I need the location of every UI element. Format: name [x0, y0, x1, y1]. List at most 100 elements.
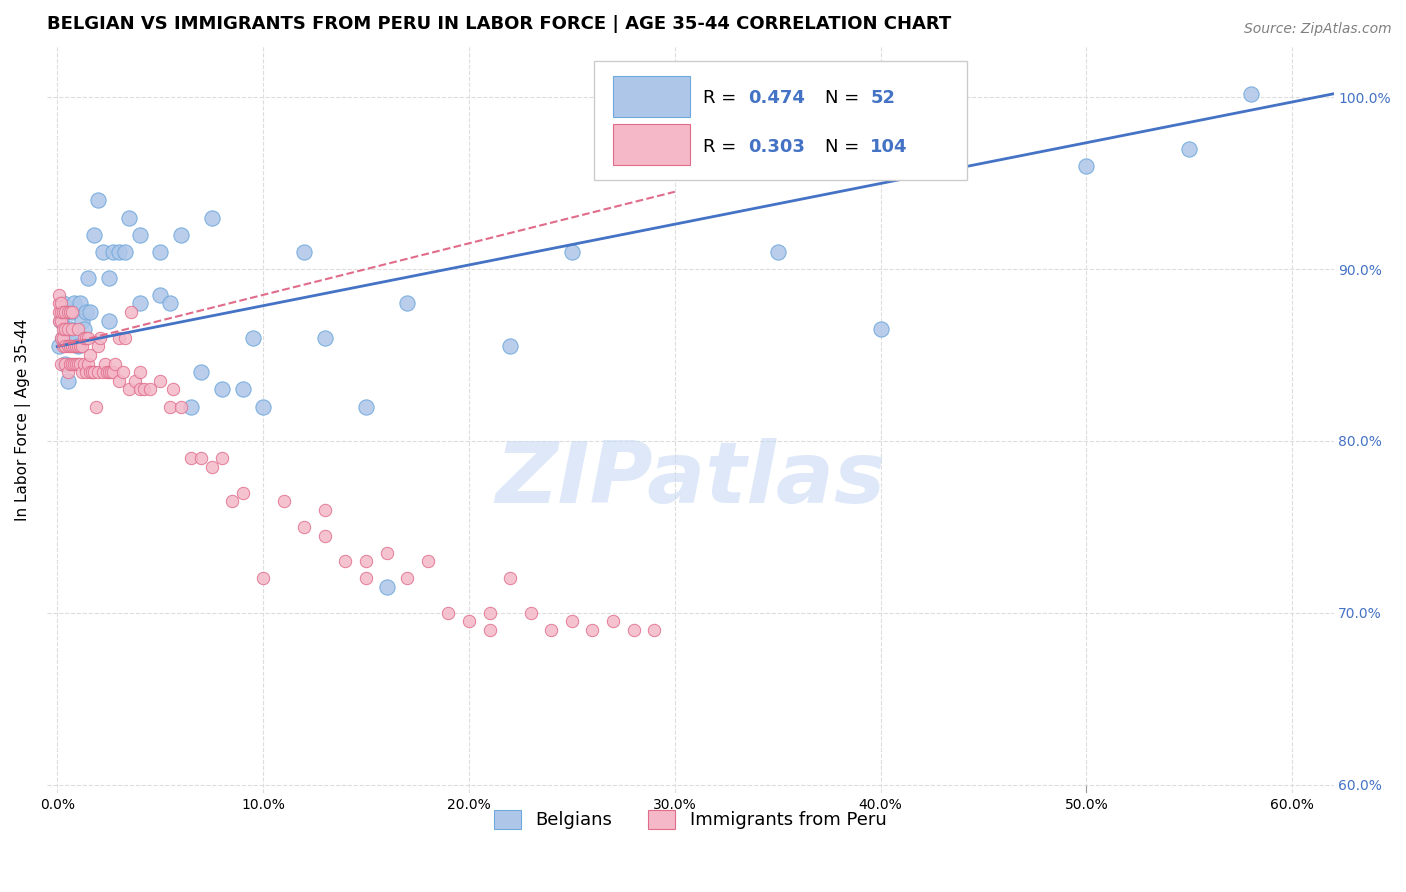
Point: [65, 331, 87, 345]
Point: [108, 374, 131, 388]
Point: [314, 331, 336, 345]
Point: [561, 615, 583, 629]
Point: [60, 339, 83, 353]
Point: [396, 572, 419, 586]
Point: [73, 331, 96, 345]
Point: [159, 296, 181, 310]
Point: [66, 357, 89, 371]
Point: [51, 314, 73, 328]
Point: [97, 270, 120, 285]
Point: [59, 357, 82, 371]
Point: [623, 623, 645, 637]
Point: [416, 554, 439, 568]
Point: [190, 451, 212, 466]
Point: [132, 383, 155, 397]
Point: [56, 365, 79, 379]
Point: [314, 528, 336, 542]
Point: [55, 357, 77, 371]
Point: [128, 365, 150, 379]
Point: [52, 339, 75, 353]
Point: [79, 305, 101, 319]
Point: [766, 244, 789, 259]
Point: [86, 400, 108, 414]
Point: [375, 546, 398, 560]
Point: [128, 296, 150, 310]
Point: [96, 365, 118, 379]
Point: [170, 400, 193, 414]
Point: [83, 365, 105, 379]
Point: [242, 331, 264, 345]
FancyBboxPatch shape: [613, 76, 690, 117]
Text: 52: 52: [870, 89, 896, 107]
Point: [59, 305, 82, 319]
Point: [55, 339, 77, 353]
Point: [162, 383, 184, 397]
Point: [118, 383, 141, 397]
Point: [149, 374, 172, 388]
Point: [120, 305, 142, 319]
Point: [51, 331, 73, 345]
Point: [62, 339, 84, 353]
Point: [73, 322, 96, 336]
Point: [51, 357, 73, 371]
Point: [231, 485, 253, 500]
Point: [55, 305, 77, 319]
Point: [87, 339, 110, 353]
Point: [77, 270, 100, 285]
Point: [69, 296, 91, 310]
Point: [375, 580, 398, 594]
Point: [458, 615, 481, 629]
FancyBboxPatch shape: [593, 61, 967, 180]
Point: [540, 623, 562, 637]
Point: [52, 331, 75, 345]
Point: [112, 365, 135, 379]
Point: [170, 227, 193, 242]
Point: [60, 322, 83, 336]
Point: [273, 494, 295, 508]
Point: [82, 365, 104, 379]
Point: [231, 383, 253, 397]
Point: [396, 296, 419, 310]
Text: R =: R =: [703, 89, 742, 107]
Point: [73, 357, 96, 371]
Text: 0.303: 0.303: [748, 137, 806, 155]
Point: [87, 365, 110, 379]
Point: [159, 400, 181, 414]
Point: [118, 211, 141, 225]
Point: [201, 211, 224, 225]
Point: [354, 572, 377, 586]
Point: [124, 374, 146, 388]
Point: [65, 339, 87, 353]
Text: ZIPatlas: ZIPatlas: [495, 438, 886, 521]
Point: [79, 348, 101, 362]
Point: [139, 383, 162, 397]
Point: [70, 365, 93, 379]
Point: [354, 554, 377, 568]
Point: [60, 305, 83, 319]
Point: [478, 623, 501, 637]
Point: [1240, 87, 1263, 101]
Point: [869, 322, 891, 336]
Point: [62, 357, 84, 371]
Point: [114, 244, 136, 259]
Text: Source: ZipAtlas.com: Source: ZipAtlas.com: [1244, 22, 1392, 37]
Point: [1076, 159, 1098, 173]
Point: [108, 244, 131, 259]
Point: [1178, 142, 1201, 156]
Point: [128, 227, 150, 242]
Text: R =: R =: [703, 137, 742, 155]
Point: [335, 554, 357, 568]
Text: 104: 104: [870, 137, 908, 155]
Point: [75, 305, 97, 319]
Point: [55, 357, 77, 371]
Point: [48, 296, 70, 310]
Point: [52, 305, 75, 319]
Point: [66, 339, 89, 353]
Point: [70, 314, 93, 328]
Point: [75, 365, 97, 379]
FancyBboxPatch shape: [613, 124, 690, 165]
Point: [52, 322, 75, 336]
Point: [51, 296, 73, 310]
Text: 0.474: 0.474: [748, 89, 806, 107]
Point: [519, 606, 541, 620]
